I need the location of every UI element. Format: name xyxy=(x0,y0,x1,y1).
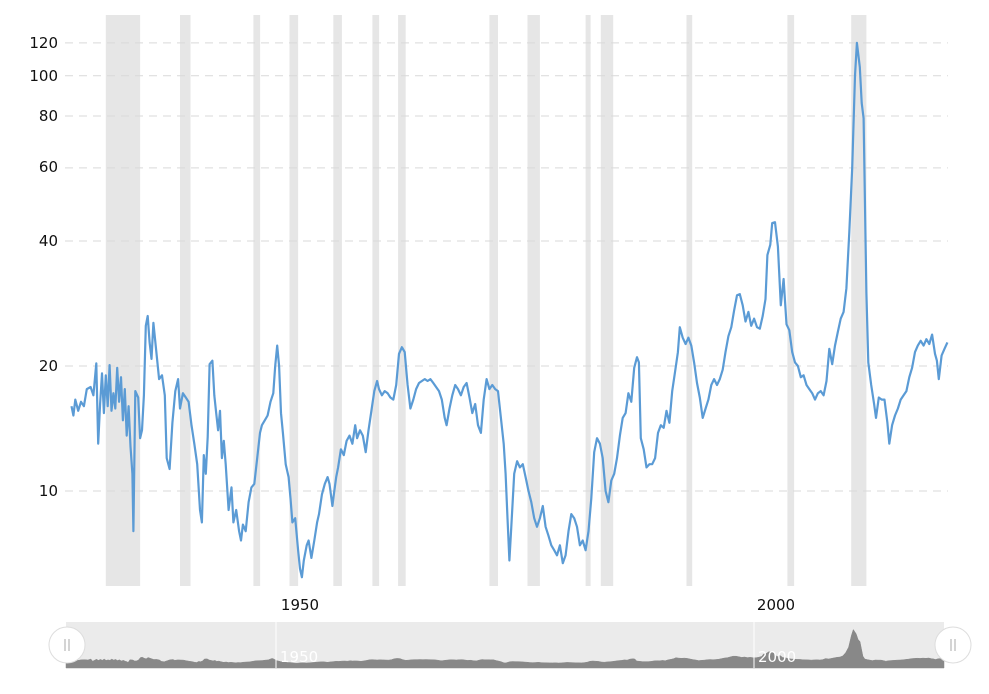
y-tick-80: 80 xyxy=(39,107,58,125)
y-tick-100: 100 xyxy=(29,67,58,85)
x-axis-labels: 1950 2000 xyxy=(281,596,795,614)
y-tick-10: 10 xyxy=(39,482,58,500)
horizontal-gridlines xyxy=(65,42,948,492)
y-axis-labels: 120 100 80 60 40 20 10 xyxy=(29,34,58,500)
recession-band xyxy=(787,15,795,586)
navigator-right-handle[interactable] xyxy=(934,626,972,664)
pe-ratio-line[interactable] xyxy=(70,41,949,579)
recession-band xyxy=(527,15,540,586)
x-tick-2000: 2000 xyxy=(757,596,795,614)
navigator-label-1950: 1950 xyxy=(280,648,318,666)
recession-band xyxy=(585,15,591,586)
x-tick-1950: 1950 xyxy=(281,596,319,614)
y-tick-120: 120 xyxy=(29,34,58,52)
navigator-label-2000: 2000 xyxy=(758,648,796,666)
y-tick-40: 40 xyxy=(39,232,58,250)
navigator-left-handle[interactable] xyxy=(48,626,86,664)
recession-band xyxy=(180,15,191,586)
recession-band xyxy=(372,15,380,586)
recession-band xyxy=(489,15,498,586)
recession-bands xyxy=(105,15,867,586)
recession-band xyxy=(851,15,867,586)
recession-band xyxy=(333,15,342,586)
recession-band xyxy=(398,15,406,586)
recession-band xyxy=(105,15,141,586)
recession-band xyxy=(289,15,299,586)
recession-band xyxy=(253,15,261,586)
navigator-series-area xyxy=(65,628,945,669)
y-tick-60: 60 xyxy=(39,158,58,176)
recession-band xyxy=(686,15,693,586)
range-navigator[interactable]: 1950 2000 xyxy=(48,622,972,669)
y-tick-20: 20 xyxy=(39,357,58,375)
recession-band xyxy=(600,15,614,586)
